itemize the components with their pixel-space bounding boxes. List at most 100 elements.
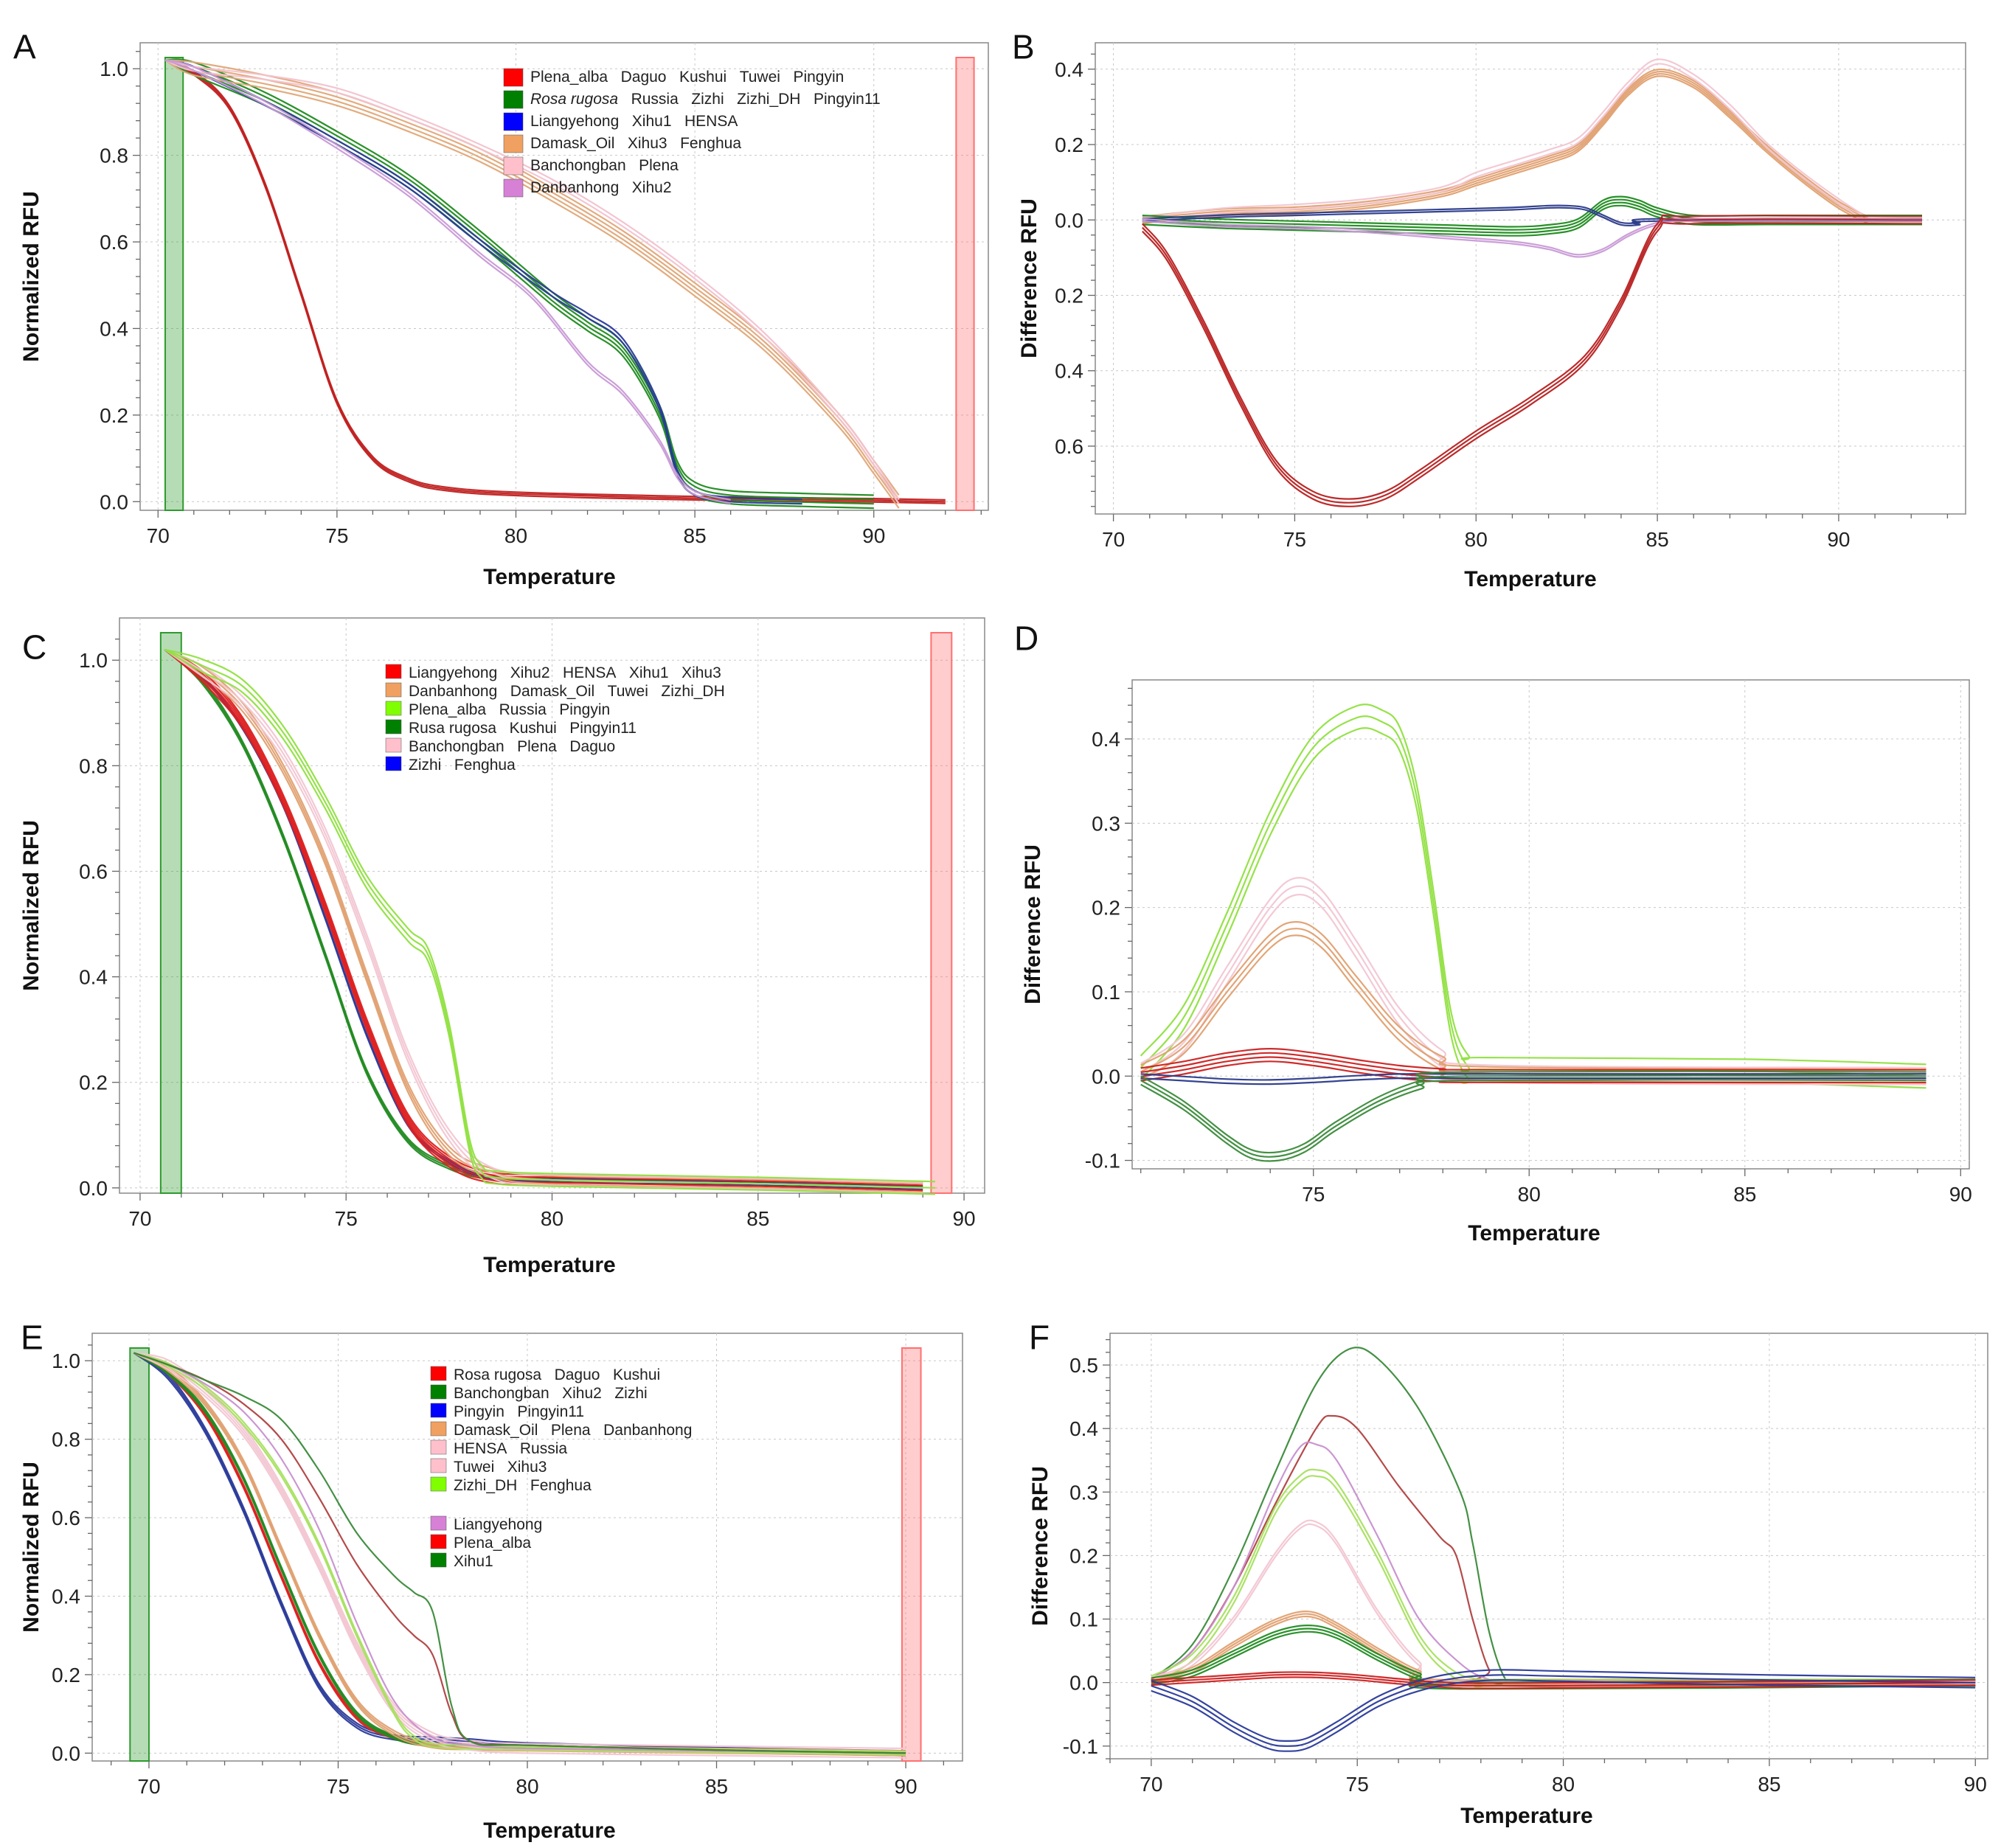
x-tick-label: 80 [541, 1207, 563, 1230]
y-tick-label: 0.3 [1069, 1481, 1098, 1504]
legend-item: Russia [486, 701, 547, 718]
legend-item: Xihu2 [497, 664, 549, 681]
plot-frame [1109, 1333, 1988, 1760]
legend-entry: Liangyehong Xihu2 HENSA Xihu1 Xihu3 [409, 664, 721, 681]
legend-item: Plena [504, 738, 558, 755]
start-temperature-bar[interactable] [159, 632, 182, 1194]
y-tick-label: 0.0 [1069, 1672, 1098, 1695]
series-line [164, 59, 731, 501]
series-line [1151, 1673, 1976, 1687]
panel-label: E [21, 1319, 44, 1357]
x-tick-label: 90 [1827, 528, 1850, 551]
legend-entry: Plena_alba Russia Pingyin [409, 701, 610, 718]
series-group [1142, 58, 1923, 507]
x-tick-label: 85 [684, 524, 707, 547]
series-line [1142, 63, 1868, 223]
legend-item: Liangyehong [409, 664, 497, 681]
series-line [1151, 1669, 1976, 1742]
x-tick-label: 75 [1283, 528, 1306, 551]
x-axis-title: Temperature [1464, 567, 1597, 591]
axis-ticks [133, 51, 982, 518]
legend-item: Daguo [557, 738, 615, 755]
axis-ticks [1103, 1338, 1976, 1766]
legend-swatch [430, 1515, 447, 1531]
series-group [133, 1352, 906, 1759]
legend-swatch [430, 1366, 447, 1381]
legend-item: Rusa rugosa [409, 720, 496, 737]
legend-item: Fenghua [441, 757, 516, 774]
legend-entry: HENSA Russia [454, 1440, 567, 1457]
y-tick-label: 0.6 [100, 231, 128, 254]
y-tick-label: 0.8 [79, 754, 108, 777]
legend-swatch [385, 682, 402, 698]
series-line [164, 59, 900, 500]
legend-entry: Tuwei Xihu3 [454, 1459, 547, 1476]
legend-swatch [430, 1476, 447, 1492]
panel-label: C [22, 628, 46, 667]
legend-swatch [430, 1458, 447, 1473]
series-line [133, 1352, 906, 1754]
axis-ticks [85, 1344, 944, 1768]
y-tick-label: 0.4 [100, 317, 128, 340]
legend-item: Liangyehong [530, 113, 619, 130]
x-axis-title: Temperature [483, 1819, 616, 1843]
x-axis-title: Temperature [483, 1253, 616, 1277]
legend-entry: Rusa rugosa Kushui Pingyin11 [409, 720, 637, 737]
y-tick-label: -0.1 [1085, 1150, 1120, 1173]
legend-item: Zizhi_DH [724, 91, 801, 108]
legend-item: Zizhi [409, 757, 441, 774]
x-tick-label: 80 [504, 524, 527, 547]
legend-item: Daguo [541, 1366, 600, 1383]
end-temperature-bar[interactable] [901, 1347, 922, 1762]
legend-swatch [430, 1552, 447, 1568]
series-line [1142, 220, 1923, 258]
start-temperature-bar[interactable] [129, 1347, 150, 1762]
legend-item: Plena_alba [530, 69, 608, 86]
series-line [1140, 934, 1927, 1084]
legend-item: Kushui [600, 1366, 660, 1383]
series-line [1140, 1060, 1927, 1083]
legend-item: Russia [507, 1440, 567, 1457]
legend-item: Plena [626, 157, 679, 174]
start-temperature-bar[interactable] [164, 57, 184, 511]
end-temperature-bar[interactable] [955, 57, 975, 511]
y-tick-label: 0.4 [1055, 360, 1083, 383]
x-axis-title: Temperature [1468, 1221, 1601, 1246]
series-line [1142, 73, 1868, 222]
x-tick-label: 90 [952, 1207, 975, 1230]
y-tick-label: 0.2 [100, 404, 128, 427]
x-tick-label: 85 [1733, 1183, 1756, 1206]
x-tick-label: 70 [147, 524, 170, 547]
legend-item: Zizhi_DH [648, 683, 725, 700]
series-line [133, 1352, 906, 1759]
end-temperature-bar[interactable] [930, 632, 953, 1194]
series-group [1140, 704, 1927, 1162]
y-tick-label: -0.1 [1063, 1735, 1098, 1758]
x-tick-label: 75 [327, 1775, 350, 1798]
y-tick-label: 0.8 [52, 1428, 80, 1451]
panel-b: B 70 75 80 85 90 0.4 0.2 0.0 0.2 0.4 0.6 Temperature… [1012, 28, 1966, 591]
legend-item: Banchongban [454, 1385, 549, 1402]
legend-item: Xihu2 [549, 1385, 602, 1402]
series-line [1142, 214, 1923, 500]
series-line [1142, 68, 1868, 218]
panel-c: C 70 75 80 85 90 0.0 0.2 0.4 0.6 0.8 1.0 Temperature… [19, 617, 985, 1277]
legend-item: Fenghua [517, 1477, 592, 1494]
y-tick-label: 0.6 [79, 860, 108, 883]
series-line [1140, 704, 1927, 1066]
x-tick-label: 85 [1646, 528, 1669, 551]
series-line [1142, 58, 1868, 219]
legend-item: Banchongban [409, 738, 504, 755]
series-line [164, 59, 731, 504]
series-line [1140, 1070, 1927, 1154]
y-tick-label: 0.0 [1055, 209, 1083, 232]
legend-item: Zizhi [602, 1385, 648, 1402]
legend-entry: Xihu1 [454, 1553, 493, 1570]
legend-item: Plena_alba [454, 1535, 531, 1552]
panel-d: D 75 80 85 90 0.4 0.3 0.2 0.1 0.0 -0.1 Temperature D… [1014, 619, 1972, 1246]
x-tick-label: 80 [516, 1775, 538, 1798]
series-line [1140, 1074, 1927, 1158]
legend-item: Fenghua [667, 135, 742, 152]
series-line [164, 649, 923, 1192]
